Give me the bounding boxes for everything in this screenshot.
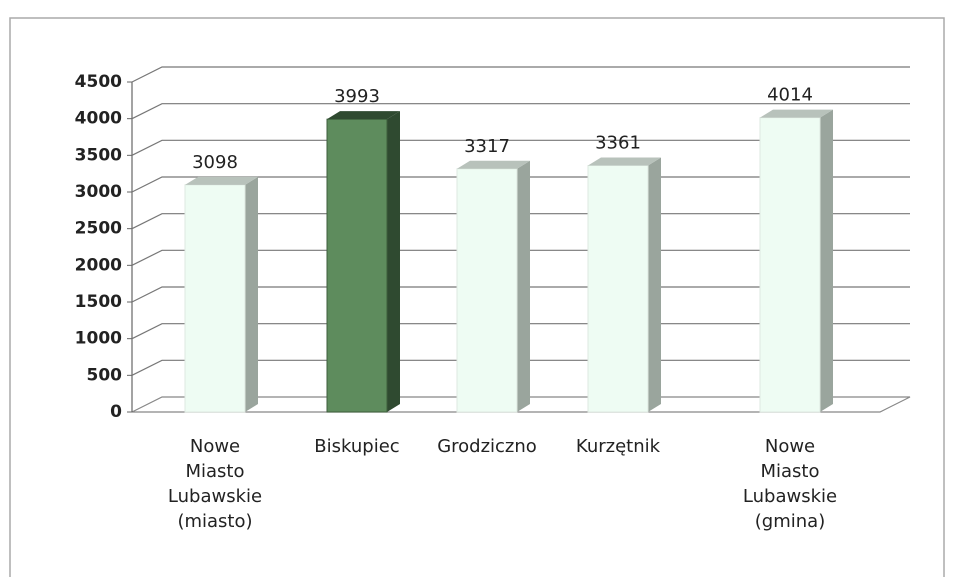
grid-line [131, 139, 910, 156]
y-tick-label: 500 [87, 365, 123, 385]
x-tick-label: Biskupiec [314, 436, 400, 457]
bar-side [820, 109, 833, 412]
value-label: 3993 [334, 86, 380, 107]
x-tick-label: Kurzętnik [575, 436, 661, 457]
grid-line [131, 66, 910, 83]
y-tick-label: 1000 [75, 329, 122, 349]
value-label: 3361 [595, 133, 641, 154]
y-tick-label: 0 [110, 402, 122, 422]
y-tick-label: 4500 [75, 72, 122, 92]
bar [587, 165, 649, 413]
y-tick-label: 4000 [75, 109, 122, 129]
y-tick-label: 2500 [75, 219, 122, 239]
bar [456, 168, 518, 413]
y-tick-label: 1500 [75, 292, 122, 312]
bar-top [327, 111, 400, 120]
value-label: 3317 [464, 136, 510, 157]
value-label: 3098 [192, 152, 238, 173]
x-tick-label: Nowe Miasto Lubawskie (miasto) [167, 436, 263, 532]
bar [184, 184, 246, 413]
x-tick-label: Nowe Miasto Lubawskie (gmina) [742, 436, 838, 532]
bar [759, 117, 821, 413]
bar-top [760, 109, 833, 118]
bar [326, 118, 388, 413]
bar-side [517, 160, 530, 412]
bar-side [387, 111, 400, 413]
y-tick-label: 3000 [75, 182, 122, 202]
bar-side [245, 176, 258, 412]
bar-top [457, 160, 530, 169]
bar-top [185, 176, 258, 185]
bar-side [648, 157, 661, 412]
x-tick-label: Grodziczno [437, 436, 537, 457]
grid-line [131, 103, 910, 120]
bar-top [588, 157, 661, 166]
value-label: 4014 [767, 85, 813, 106]
chart-border [9, 17, 945, 577]
y-tick-label: 3500 [75, 145, 122, 165]
y-tick-label: 2000 [75, 255, 122, 275]
